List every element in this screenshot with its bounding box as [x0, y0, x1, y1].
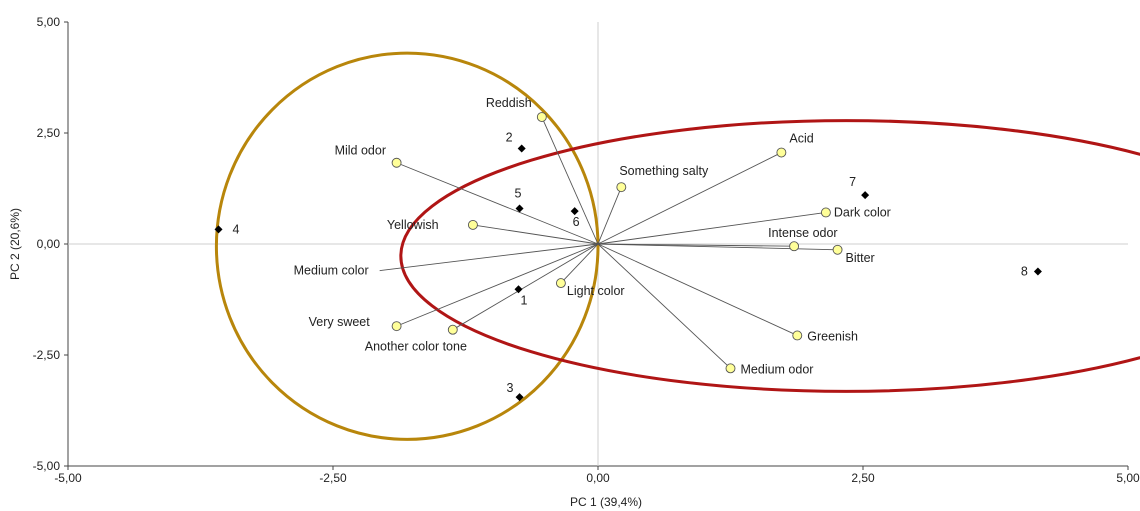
sample-label: 4	[233, 222, 240, 236]
variable-label: Intense odor	[768, 226, 838, 240]
sample-label: 2	[506, 131, 513, 145]
y-tick-label: 0,00	[37, 237, 61, 251]
loading-line	[472, 224, 599, 245]
sample-point	[515, 204, 524, 213]
sample-point	[515, 393, 524, 402]
variable-point	[792, 330, 803, 341]
group-ellipse-right	[399, 119, 1140, 393]
sample-label: 5	[515, 186, 522, 200]
loading-line	[396, 243, 599, 327]
sample-point	[514, 285, 523, 294]
sample-point	[214, 225, 223, 234]
x-tick-label: -2,50	[319, 471, 347, 485]
variable-point	[820, 207, 831, 218]
sample-point	[861, 191, 870, 200]
variable-point	[789, 241, 800, 252]
sample-label: 1	[521, 293, 528, 307]
variable-point	[467, 219, 478, 230]
x-axis-label: PC 1 (39,4%)	[570, 495, 642, 509]
x-tick-label: 0,00	[586, 471, 610, 485]
variable-label: Greenish	[807, 329, 858, 343]
variable-label: Medium color	[294, 264, 369, 278]
x-tick-label: -5,00	[54, 471, 82, 485]
variable-point	[776, 147, 787, 158]
variable-point	[725, 363, 736, 374]
variable-point	[616, 182, 627, 193]
variable-label: Dark color	[834, 205, 891, 219]
sample-point	[1033, 267, 1042, 276]
y-axis-label: PC 2 (20,6%)	[8, 208, 22, 280]
axis-ticks: -5,00 -2,50 0,00 2,50 5,00 5,00 2,50 0,00 -2,50 -…	[33, 15, 1140, 485]
y-tick-label: 5,00	[37, 15, 61, 29]
sample-label: 6	[573, 215, 580, 229]
variable-label: Something salty	[619, 164, 709, 178]
x-tick-label: 2,50	[851, 471, 875, 485]
variable-point	[536, 112, 547, 122]
variable-label: Medium odor	[741, 362, 814, 376]
variable-label: Another color tone	[365, 340, 467, 354]
loading-line	[379, 243, 599, 272]
loading-line	[597, 152, 782, 245]
data-points	[214, 112, 1042, 402]
loading-line	[541, 116, 599, 245]
variable-label: Light color	[567, 284, 625, 298]
loading-line	[396, 162, 599, 245]
variable-label: Mild odor	[335, 144, 386, 158]
group-ellipse-left	[214, 51, 600, 441]
group-ellipses	[214, 51, 1140, 441]
loading-line	[560, 243, 599, 284]
loading-line	[452, 243, 599, 331]
sample-point	[517, 144, 526, 153]
loading-lines	[379, 116, 838, 369]
y-tick-label: -5,00	[33, 459, 61, 473]
sample-label: 7	[849, 175, 856, 189]
variable-point	[832, 244, 843, 255]
sample-label: 8	[1021, 265, 1028, 279]
variable-point	[447, 324, 458, 335]
variable-label: Reddish	[486, 96, 532, 110]
variable-label: Very sweet	[309, 315, 371, 329]
y-tick-label: 2,50	[37, 126, 61, 140]
variable-point	[391, 157, 402, 168]
loading-line	[597, 186, 622, 245]
sample-point	[570, 207, 579, 216]
point-labels: Reddish Mild odor Acid Something salty Yello…	[233, 96, 1028, 395]
loading-line	[597, 243, 798, 336]
variable-label: Acid	[789, 132, 813, 146]
variable-point	[555, 278, 566, 289]
variable-label: Bitter	[846, 251, 875, 265]
loading-line	[597, 212, 826, 245]
x-tick-label: 5,00	[1116, 471, 1140, 485]
sample-label: 3	[507, 381, 514, 395]
variable-label: Yellowish	[387, 218, 439, 232]
y-tick-label: -2,50	[33, 348, 61, 362]
loading-line	[597, 243, 838, 251]
loading-line	[597, 243, 731, 369]
variable-point	[391, 321, 402, 332]
